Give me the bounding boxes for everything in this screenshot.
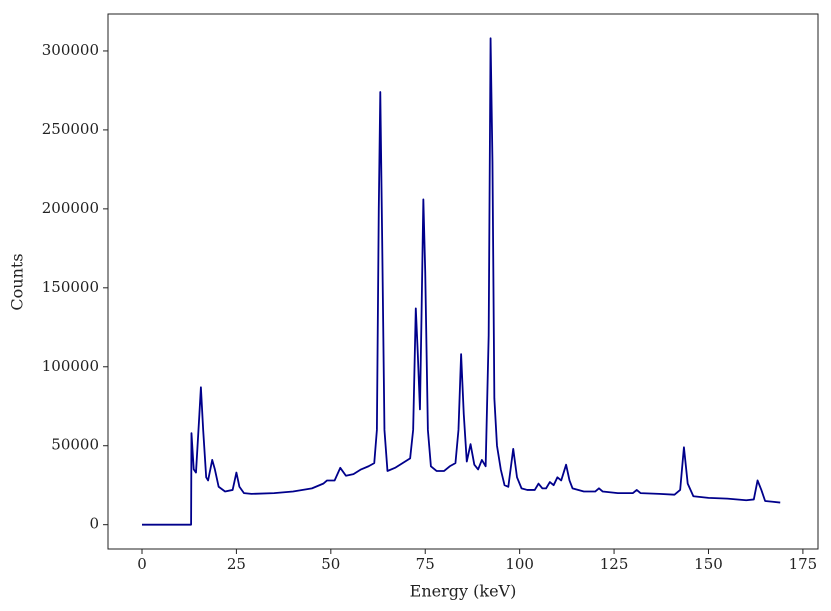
x-tick-label: 75 (416, 555, 435, 573)
y-tick-label: 0 (89, 515, 99, 533)
x-axis-label: Energy (keV) (410, 582, 517, 601)
spectrum-line (141, 37, 781, 526)
y-tick-label: 200000 (42, 199, 99, 217)
plot-frame (107, 13, 819, 550)
y-tick-label: 300000 (42, 41, 99, 59)
x-tick-label: 100 (505, 555, 534, 573)
x-tick-label: 150 (694, 555, 723, 573)
y-tick-label: 50000 (51, 436, 99, 454)
x-tick-label: 175 (789, 555, 818, 573)
y-tick-label: 100000 (42, 357, 99, 375)
x-tick-label: 25 (227, 555, 246, 573)
y-tick-label: 250000 (42, 120, 99, 138)
x-tick-label: 125 (600, 555, 629, 573)
x-tick-label: 50 (321, 555, 340, 573)
x-tick-label: 0 (137, 555, 147, 573)
y-axis-label: Counts (8, 253, 27, 310)
y-tick-label: 150000 (42, 278, 99, 296)
